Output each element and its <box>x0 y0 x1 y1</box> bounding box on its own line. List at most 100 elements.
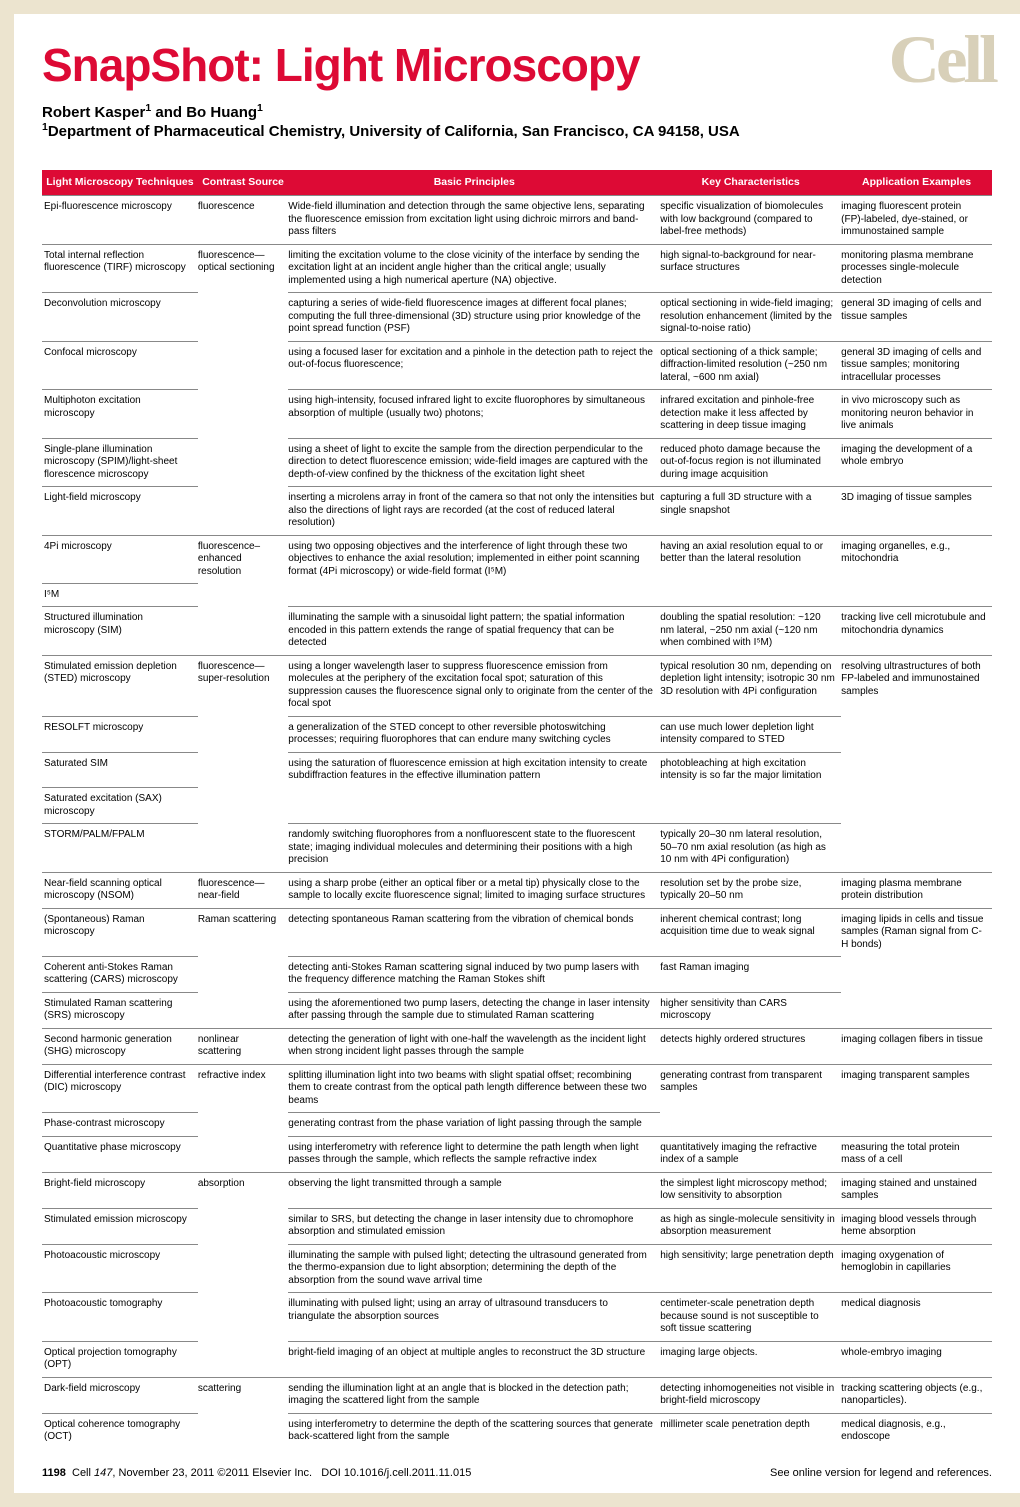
cell: imaging large objects. <box>660 1341 841 1377</box>
cell: inherent chemical contrast; long acquisi… <box>660 908 841 956</box>
cell: capturing a full 3D structure with a sin… <box>660 487 841 536</box>
cell: absorption <box>198 1172 288 1208</box>
cell <box>198 341 288 390</box>
cell: imaging organelles, e.g., mitochondria <box>841 535 992 583</box>
cell: using a longer wavelength laser to suppr… <box>288 655 660 716</box>
cell <box>660 788 841 824</box>
cell: using the aforementioned two pump lasers… <box>288 992 660 1028</box>
cell: imaging oxygenation of hemoglobin in cap… <box>841 1244 992 1293</box>
table-row: Dark-field microscopyscatteringsending t… <box>42 1377 992 1413</box>
cell: using two opposing objectives and the in… <box>288 535 660 583</box>
cell: infrared excitation and pinhole-free det… <box>660 390 841 439</box>
cell <box>198 293 288 342</box>
cell: imaging plasma membrane protein distribu… <box>841 872 992 908</box>
card: Cell SnapShot: Light Microscopy Robert K… <box>14 14 1020 1493</box>
affiliation: 1Department of Pharmaceutical Chemistry,… <box>42 121 992 140</box>
table-row: Differential interference contrast (DIC)… <box>42 1064 992 1113</box>
cell <box>198 390 288 439</box>
table-row: Coherent anti-Stokes Raman scattering (C… <box>42 956 992 992</box>
cell: typically 20–30 nm lateral resolution, 5… <box>660 824 841 873</box>
cell <box>660 583 841 607</box>
cell: fluorescence— super-resolution <box>198 655 288 716</box>
cell: tracking live cell microtubule and mitoc… <box>841 607 992 656</box>
cell <box>841 583 992 607</box>
authors: Robert Kasper1 and Bo Huang1 <box>42 102 992 121</box>
cell: fast Raman imaging <box>660 956 841 992</box>
cell: fluorescence— optical sectioning <box>198 244 288 293</box>
cell <box>198 1208 288 1244</box>
cell: imaging stained and unstained samples <box>841 1172 992 1208</box>
cell: using interferometry to determine the de… <box>288 1413 660 1449</box>
table-row: Photoacoustic tomographyilluminating wit… <box>42 1293 992 1342</box>
cell <box>198 583 288 607</box>
cell: Epi-fluorescence microscopy <box>42 196 198 245</box>
cell: limiting the excitation volume to the cl… <box>288 244 660 293</box>
cell: detecting the generation of light with o… <box>288 1028 660 1064</box>
cell <box>198 824 288 873</box>
table-row: Stimulated emission depletion (STED) mic… <box>42 655 992 716</box>
cell <box>841 1113 992 1137</box>
cell: Multiphoton excitation microscopy <box>42 390 198 439</box>
cell: STORM/PALM/FPALM <box>42 824 198 873</box>
table-row: STORM/PALM/FPALMrandomly switching fluor… <box>42 824 992 873</box>
cell: imaging blood vessels through heme absor… <box>841 1208 992 1244</box>
cell <box>198 487 288 536</box>
cell <box>288 583 660 607</box>
cell <box>198 1293 288 1342</box>
cell: Wide-field illumination and detection th… <box>288 196 660 245</box>
table-row: RESOLFT microscopya generalization of th… <box>42 716 992 752</box>
cell: Saturated SIM <box>42 752 198 788</box>
cell: doubling the spatial resolution: ~120 nm… <box>660 607 841 656</box>
cell-logo: Cell <box>888 32 994 86</box>
table-row: 4Pi microscopyfluorescence– enhanced res… <box>42 535 992 583</box>
footer: 1198 Cell 147, November 23, 2011 ©2011 E… <box>42 1467 992 1479</box>
cell: having an axial resolution equal to or b… <box>660 535 841 583</box>
cell: high signal-to-background for near-surfa… <box>660 244 841 293</box>
cell: typical resolution 30 nm, depending on d… <box>660 655 841 716</box>
cell: resolving ultrastructures of both FP-lab… <box>841 655 992 716</box>
cell: Quantitative phase microscopy <box>42 1136 198 1172</box>
cell: Optical coherence tomography (OCT) <box>42 1413 198 1449</box>
table-row: Confocal microscopyusing a focused laser… <box>42 341 992 390</box>
cell: detects highly ordered structures <box>660 1028 841 1064</box>
cell <box>198 438 288 487</box>
cell <box>198 956 288 992</box>
th-keychar: Key Characteristics <box>660 170 841 196</box>
cell: Stimulated emission depletion (STED) mic… <box>42 655 198 716</box>
table-row: Near-field scanning optical microscopy (… <box>42 872 992 908</box>
header-block: SnapShot: Light Microscopy Robert Kasper… <box>42 38 992 140</box>
cell: Single-plane illumination microscopy (SP… <box>42 438 198 487</box>
cell: tracking scattering objects (e.g., nanop… <box>841 1377 992 1413</box>
cell: using a focused laser for excitation and… <box>288 341 660 390</box>
table-row: Optical coherence tomography (OCT) using … <box>42 1413 992 1449</box>
table-body: Epi-fluorescence microscopyfluorescenceW… <box>42 196 992 1449</box>
cell: as high as single-molecule sensitivity i… <box>660 1208 841 1244</box>
cell: I⁵M <box>42 583 198 607</box>
cell <box>198 1341 288 1377</box>
cell: imaging collagen fibers in tissue <box>841 1028 992 1064</box>
cell <box>198 788 288 824</box>
microscopy-table: Light Microscopy Techniques Contrast Sou… <box>42 170 992 1449</box>
cell: RESOLFT microscopy <box>42 716 198 752</box>
table-row: Total internal reflection fluorescence (… <box>42 244 992 293</box>
cell: fluorescence— near-field <box>198 872 288 908</box>
cell: reduced photo damage because the out-of-… <box>660 438 841 487</box>
cell <box>198 1244 288 1293</box>
cell: resolution set by the probe size, typica… <box>660 872 841 908</box>
cell: measuring the total protein mass of a ce… <box>841 1136 992 1172</box>
cell <box>841 992 992 1028</box>
cell: centimeter-scale penetration depth becau… <box>660 1293 841 1342</box>
cell: Deconvolution microscopy <box>42 293 198 342</box>
table-row: Structured illumination microscopy (SIM)… <box>42 607 992 656</box>
cell: medical diagnosis, e.g., endoscope <box>841 1413 992 1449</box>
cell: inserting a microlens array in front of … <box>288 487 660 536</box>
cell: detecting anti-Stokes Raman scattering s… <box>288 956 660 992</box>
cell: monitoring plasma membrane processes sin… <box>841 244 992 293</box>
cell: refractive index <box>198 1064 288 1113</box>
cell <box>841 716 992 752</box>
th-examples: Application Examples <box>841 170 992 196</box>
table-row: Saturated SIM using the saturation of flu… <box>42 752 992 788</box>
cell: using the saturation of fluorescence emi… <box>288 752 660 788</box>
cell: Light-field microscopy <box>42 487 198 536</box>
cell: photobleaching at high excitation intens… <box>660 752 841 788</box>
